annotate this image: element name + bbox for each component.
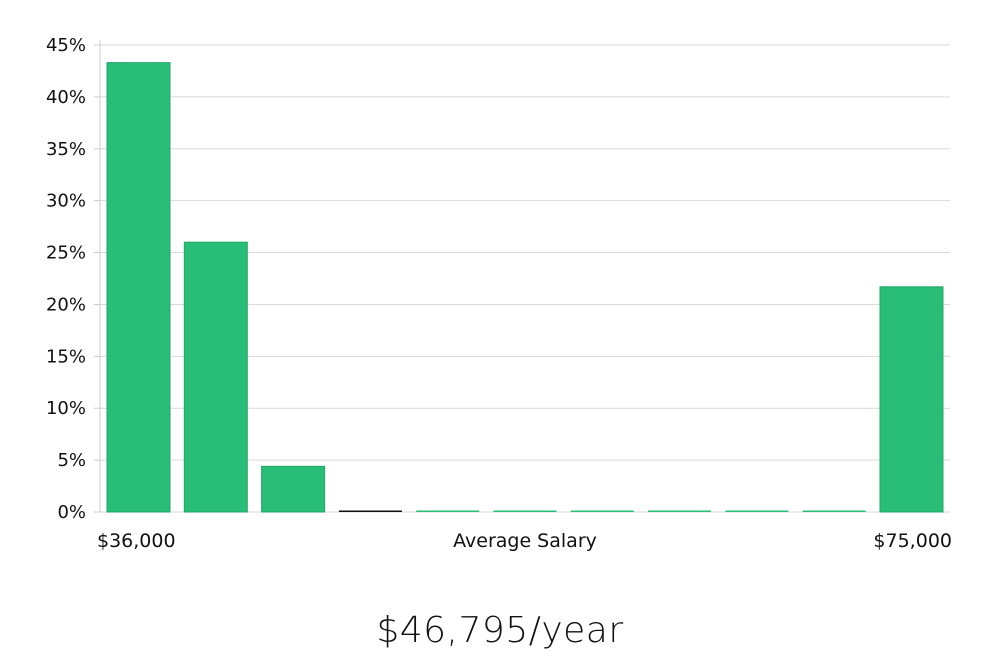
- histogram-bar: [725, 510, 789, 512]
- histogram-bar: [879, 286, 944, 513]
- salary-histogram: 0% 5% 10% 15% 20% 25% 30% 35% 40% 45% $36,000 Ave…: [46, 35, 952, 552]
- histogram-bar: [802, 510, 866, 512]
- bars: [106, 62, 944, 513]
- histogram-bar: [570, 510, 634, 512]
- y-axis-ticks: 0% 5% 10% 15% 20% 25% 30% 35% 40% 45%: [46, 35, 100, 523]
- histogram-bar: [493, 510, 557, 512]
- y-tick-label: 5%: [57, 450, 86, 471]
- histogram-bar: [106, 62, 171, 513]
- x-axis-start-label: $36,000: [97, 530, 176, 552]
- histogram-bar: [183, 241, 248, 513]
- average-salary-headline: $46,795/year: [376, 610, 624, 651]
- y-tick-label: 10%: [46, 398, 86, 419]
- y-tick-label: 0%: [57, 502, 86, 523]
- histogram-bar: [261, 465, 326, 513]
- y-tick-label: 20%: [46, 294, 86, 315]
- y-tick-label: 35%: [46, 139, 86, 160]
- x-axis-end-label: $75,000: [873, 530, 952, 552]
- histogram-bar: [648, 510, 712, 512]
- y-tick-label: 45%: [46, 35, 86, 56]
- y-tick-label: 30%: [46, 191, 86, 212]
- histogram-bar: [416, 510, 480, 512]
- histogram-bar: [338, 510, 402, 512]
- y-tick-label: 15%: [46, 346, 86, 367]
- y-tick-label: 40%: [46, 87, 86, 108]
- y-tick-label: 25%: [46, 243, 86, 264]
- x-axis-title: Average Salary: [453, 530, 597, 552]
